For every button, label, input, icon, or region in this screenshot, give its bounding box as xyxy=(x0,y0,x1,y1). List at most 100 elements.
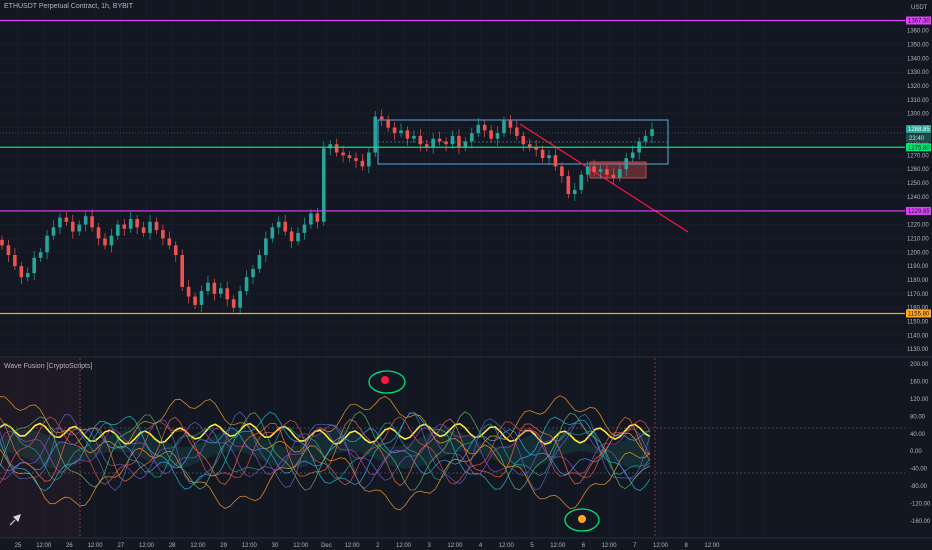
candle-body xyxy=(186,286,191,297)
candle-body xyxy=(264,238,268,256)
wave-lines xyxy=(0,395,651,511)
horizontal-levels xyxy=(0,19,905,315)
time-tick-label: 30 xyxy=(272,543,279,549)
price-tick-label: 1310.00 xyxy=(907,98,929,104)
candle-body xyxy=(90,216,94,228)
candle-body xyxy=(6,245,11,256)
osc-left-shade xyxy=(0,358,80,538)
price-tick-label: 1340.00 xyxy=(907,56,929,62)
candle-body xyxy=(257,255,262,269)
wave-line xyxy=(0,426,651,476)
candle-body xyxy=(437,138,442,142)
candle-body xyxy=(180,255,184,287)
price-tick-label: 1280.00 xyxy=(907,139,929,145)
candle-body xyxy=(566,176,571,195)
candle-body xyxy=(296,232,300,242)
candle-body xyxy=(547,155,551,159)
price-tick-label: 1270.00 xyxy=(907,153,929,159)
osc-tick-label: -80.00 xyxy=(910,484,928,490)
time-tick-label: 12:00 xyxy=(550,543,566,549)
candle-body xyxy=(618,169,622,178)
candle-body xyxy=(373,116,378,153)
candle-body xyxy=(302,224,307,233)
candle-body xyxy=(38,252,43,258)
candle-body xyxy=(148,221,152,233)
candle-body xyxy=(341,152,345,156)
candle-body xyxy=(515,127,519,136)
candle-body xyxy=(96,227,101,239)
annotation-circle-bottom xyxy=(564,508,600,532)
time-tick-label: 12:00 xyxy=(345,543,361,549)
candle-body xyxy=(321,148,326,222)
osc-tick-label: 160.00 xyxy=(910,379,929,385)
osc-tick-label: -120.00 xyxy=(910,502,931,508)
candle-body xyxy=(367,152,371,167)
candle-body xyxy=(32,257,36,274)
candle-body xyxy=(630,152,635,159)
candle-body xyxy=(45,235,49,253)
time-tick-label: 8 xyxy=(685,543,689,549)
price-tick-label: 1260.00 xyxy=(907,167,929,173)
grid-lines xyxy=(0,0,905,538)
candle-body xyxy=(116,224,120,236)
candle-body xyxy=(463,141,468,147)
price-tick-label: 1130.00 xyxy=(907,347,929,353)
level-tags: 1367.30 1288.85 1275.80 1229.85 1155.80 23:40 xyxy=(906,16,931,318)
candle-body xyxy=(540,149,545,159)
time-tick-label: 4 xyxy=(479,543,483,549)
osc-tick-label: 120.00 xyxy=(910,397,929,403)
time-axis[interactable]: 25 12:00 26 12:00 27 12:00 28 12:00 29 12:00 30 12:… xyxy=(15,543,720,549)
candle-body xyxy=(476,124,481,134)
candle-body xyxy=(495,133,500,139)
candle-body xyxy=(502,120,506,134)
candle-body xyxy=(0,239,4,246)
wave-line xyxy=(0,422,651,445)
price-tick-label: 1170.00 xyxy=(907,292,929,298)
wave-fusion-pane[interactable] xyxy=(0,358,905,538)
candle-body xyxy=(553,155,558,167)
candle-body xyxy=(135,219,139,228)
candle-body xyxy=(611,174,616,178)
price-tick-label: 1360.00 xyxy=(907,29,929,35)
candle-body xyxy=(289,231,294,242)
osc-tick-label: -40.00 xyxy=(910,467,928,473)
candle-body xyxy=(219,288,223,294)
candle-body xyxy=(579,174,584,190)
candle-body xyxy=(379,116,384,120)
candle-body xyxy=(431,138,435,147)
time-tick-label: 12:00 xyxy=(653,543,669,549)
oscillator-axis[interactable]: 200.00 160.00 120.00 80.00 40.00 0.00 -40.00 -8… xyxy=(910,362,931,525)
sell-signal-dot xyxy=(381,376,389,384)
time-tick-label: 12:00 xyxy=(293,543,309,549)
time-tick-label: 12:00 xyxy=(36,543,52,549)
candle-body xyxy=(457,135,461,147)
candle-body xyxy=(585,166,590,175)
price-tick-label: 1330.00 xyxy=(907,70,929,76)
price-tick-label: 1300.00 xyxy=(907,112,929,118)
time-tick-label: 12:00 xyxy=(396,543,412,549)
orange-level-tag: 1155.80 xyxy=(908,311,930,317)
supply-zone-box xyxy=(589,161,647,179)
candle-body xyxy=(534,146,538,150)
time-tick-label: 25 xyxy=(15,543,22,549)
indicator-title[interactable]: Wave Fusion [CryptoScripts] xyxy=(4,363,93,370)
descending-trendline xyxy=(519,123,689,233)
time-tick-label: 12:00 xyxy=(704,543,720,549)
osc-band-fill xyxy=(0,429,650,469)
candle-body xyxy=(643,135,648,142)
price-pane[interactable] xyxy=(0,19,905,315)
candle-body xyxy=(347,155,352,159)
candle-body xyxy=(58,217,62,228)
candle-body xyxy=(193,296,197,305)
time-tick-label: 6 xyxy=(582,543,586,549)
candle-body xyxy=(109,235,114,246)
green-level-tag: 1275.80 xyxy=(908,145,930,151)
osc-tick-label: -160.00 xyxy=(910,519,931,525)
time-tick-label: 12:00 xyxy=(88,543,104,549)
tradingview-logo-icon[interactable] xyxy=(8,513,22,527)
candle-body xyxy=(154,221,159,231)
wave-line xyxy=(0,421,651,481)
candle-body xyxy=(167,238,172,246)
candle-body xyxy=(624,158,629,170)
